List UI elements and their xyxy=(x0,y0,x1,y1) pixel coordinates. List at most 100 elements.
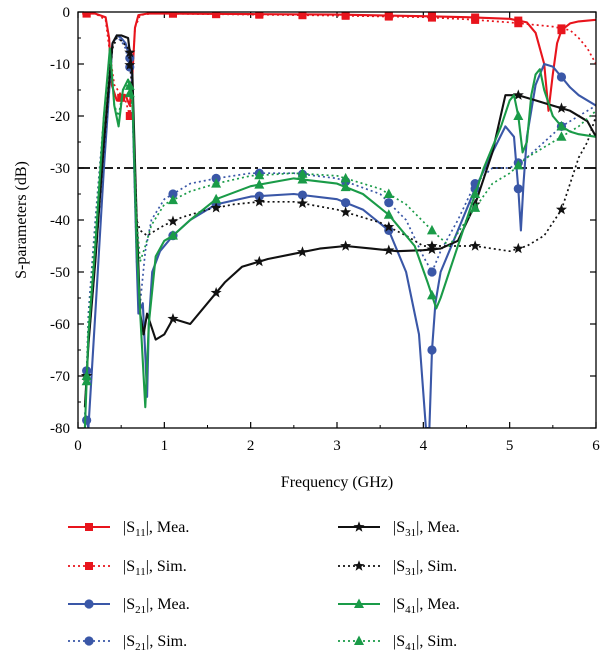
data-point-s41_sim xyxy=(81,370,92,380)
legend-item-s11_sim: |S11|, Sim. xyxy=(68,558,187,578)
legend-item-s11_mea: |S11|, Mea. xyxy=(68,519,189,539)
legend-item-s41_sim: |S41|, Sim. xyxy=(338,633,457,652)
data-point-s11_sim xyxy=(82,12,91,18)
y-tick-label: -10 xyxy=(50,57,70,73)
data-point-s41_mea xyxy=(470,188,481,198)
data-point-s31_mea xyxy=(512,89,524,100)
legend-marker-star xyxy=(353,560,365,571)
data-point-s21_sim xyxy=(168,189,178,199)
legend-marker-square xyxy=(85,562,93,570)
data-point-s31_sim xyxy=(512,242,524,254)
x-tick-label: 0 xyxy=(74,438,82,454)
data-point-s41_sim xyxy=(470,202,481,212)
data-point-s41_mea xyxy=(340,181,351,192)
legend-label: |S31|, Sim. xyxy=(393,558,457,578)
x-tick-label: 5 xyxy=(506,438,514,454)
y-tick-label: -30 xyxy=(50,161,70,177)
data-point-s11_sim xyxy=(384,12,393,21)
legend-label: |S21|, Sim. xyxy=(123,633,187,652)
data-point-s41_mea xyxy=(254,179,265,189)
data-point-s21_mea xyxy=(427,345,437,355)
data-point-s11_sim xyxy=(255,12,264,19)
data-point-s21_mea xyxy=(556,72,567,82)
data-point-s11_sim xyxy=(514,19,523,28)
data-point-s41_sim xyxy=(426,224,437,235)
data-point-s41_sim xyxy=(297,168,308,178)
legend-marker-triangle xyxy=(354,598,364,608)
legend-label: |S21|, Mea. xyxy=(123,596,190,616)
legend-item-s31_mea: |S31|, Mea. xyxy=(338,519,460,539)
data-point-s11_sim xyxy=(427,13,436,22)
data-point-s31_sim xyxy=(167,215,179,226)
plot-frame-layer xyxy=(77,11,597,429)
data-point-s21_mea xyxy=(513,184,523,194)
data-point-s41_sim xyxy=(340,172,351,183)
data-point-s41_sim xyxy=(167,194,178,205)
data-point-s31_sim xyxy=(124,59,136,70)
series-line-s31_sim xyxy=(84,37,596,408)
data-point-s21_sim xyxy=(427,267,437,277)
series-s31_mea xyxy=(81,34,596,408)
data-point-s21_mea xyxy=(341,198,351,208)
x-axis-label: Frequency (GHz) xyxy=(281,474,393,491)
legend-marker-square xyxy=(85,523,93,531)
data-point-s31_mea xyxy=(426,243,438,255)
series-line-s41_sim xyxy=(84,52,596,428)
data-point-s41_mea xyxy=(297,173,308,184)
series-line-s11_sim xyxy=(82,12,596,117)
data-point-s41_sim xyxy=(254,169,265,180)
y-tick-label: -60 xyxy=(50,317,70,333)
data-point-s21_sim xyxy=(384,198,394,208)
data-point-s31_sim xyxy=(253,196,265,207)
data-point-s11_sim xyxy=(298,12,307,20)
data-point-s31_mea xyxy=(167,313,179,324)
legend-marker-triangle xyxy=(354,635,364,645)
data-point-s21_mea xyxy=(82,415,92,425)
x-tick-label: 3 xyxy=(333,438,341,454)
y-tick-label: -80 xyxy=(50,421,70,437)
legend-label: |S11|, Sim. xyxy=(123,558,187,578)
data-point-s31_mea xyxy=(124,46,136,58)
data-point-s31_sim xyxy=(296,197,308,209)
data-point-s41_sim xyxy=(124,87,135,98)
plot-area-frame xyxy=(77,11,597,429)
legend-label: |S41|, Sim. xyxy=(393,633,457,652)
data-point-s11_sim xyxy=(557,24,566,33)
series-s41_mea xyxy=(81,47,596,428)
data-point-s41_mea xyxy=(556,120,567,131)
legend: |S11|, Mea. |S11|, Sim. |S21|, Mea. |S21|, … xyxy=(68,519,460,652)
series-s41_sim xyxy=(81,52,596,428)
data-point-s11_sim xyxy=(471,15,480,24)
y-tick-label: -50 xyxy=(50,265,70,281)
data-point-s11_sim xyxy=(125,112,134,120)
x-tick-label: 2 xyxy=(247,438,255,454)
data-point-s41_mea xyxy=(81,375,92,386)
x-tick-label: 4 xyxy=(420,438,428,454)
series-layer xyxy=(78,12,596,428)
data-point-s31_mea xyxy=(383,244,395,256)
data-point-s41_mea xyxy=(167,230,178,240)
series-line-s41_mea xyxy=(83,47,596,428)
legend-label: |S31|, Mea. xyxy=(393,519,460,539)
data-point-s21_mea xyxy=(297,190,308,200)
data-point-s31_mea xyxy=(253,255,265,267)
data-point-s41_sim xyxy=(211,178,222,188)
data-point-s31_sim xyxy=(340,206,352,217)
y-tick-label: -70 xyxy=(50,369,70,385)
data-point-s41_mea xyxy=(383,209,394,219)
data-point-s11_sim xyxy=(212,12,221,19)
data-point-s41_sim xyxy=(513,159,524,170)
x-tick-label: 1 xyxy=(161,438,169,454)
legend-label: |S41|, Mea. xyxy=(393,596,460,616)
y-tick-label: -40 xyxy=(50,213,70,229)
y-tick-label: 0 xyxy=(63,5,71,21)
data-point-s31_sim xyxy=(210,202,222,213)
legend-label: |S11|, Mea. xyxy=(123,519,189,539)
y-tick-label: -20 xyxy=(50,109,70,125)
legend-item-s41_mea: |S41|, Mea. xyxy=(338,596,460,616)
legend-item-s31_sim: |S31|, Sim. xyxy=(338,558,457,578)
legend-item-s21_sim: |S21|, Sim. xyxy=(68,633,187,652)
data-point-s31_mea xyxy=(340,240,352,251)
data-point-s31_mea xyxy=(555,102,567,113)
